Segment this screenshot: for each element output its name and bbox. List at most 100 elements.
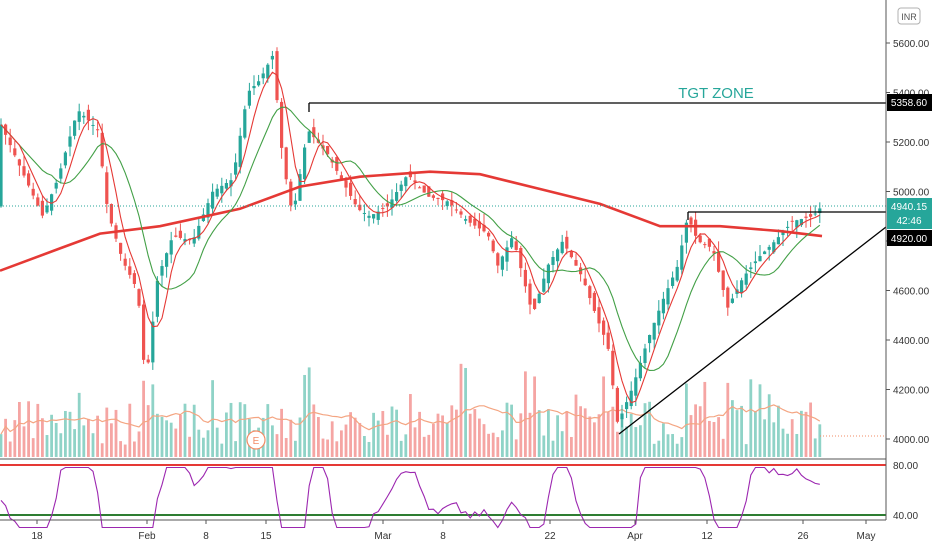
candle-body	[813, 213, 817, 215]
volume-bar	[275, 434, 279, 457]
volume-bar	[717, 417, 720, 457]
candle-body	[542, 278, 546, 292]
volume-bar	[519, 413, 523, 457]
bar-countdown-text: 42:46	[896, 216, 921, 227]
earnings-marker[interactable]: E	[246, 430, 266, 450]
volume-bar	[551, 440, 555, 457]
volume-bar	[588, 416, 592, 457]
price-tick-label: 5000.00	[893, 188, 930, 199]
candle-body	[137, 289, 141, 306]
candle-body	[335, 157, 339, 171]
candle-body	[602, 320, 606, 335]
candle-body	[510, 238, 514, 248]
candle-body	[753, 261, 757, 264]
volume-bar	[100, 443, 104, 457]
volume-bar	[427, 434, 431, 457]
candle-body	[565, 236, 569, 249]
volume-bar	[482, 424, 486, 457]
candle-body	[17, 159, 21, 166]
volume-bar	[123, 444, 127, 457]
candle-body	[372, 214, 376, 219]
rsi-tick-label: 40.00	[893, 511, 918, 522]
candle-body	[284, 147, 288, 180]
current-price-text: 4940.15	[891, 202, 928, 213]
candle-body	[749, 267, 753, 270]
current-price-label: 4940.15 42:46	[887, 198, 932, 229]
volume-bar	[602, 376, 605, 457]
volume-bar	[583, 408, 587, 457]
candle-body	[303, 147, 307, 180]
volume-bar	[206, 430, 210, 457]
volume-bar	[524, 371, 527, 457]
price-tick-label: 5200.00	[893, 138, 930, 149]
candle-body	[643, 348, 647, 364]
candle-body	[77, 111, 81, 122]
candle-body	[611, 350, 615, 386]
candle-body	[657, 310, 661, 326]
rsi-line	[0, 466, 820, 529]
currency-badge[interactable]: INR	[897, 7, 921, 25]
candle-body	[86, 109, 90, 121]
volume-bar	[491, 432, 495, 457]
volume-bar	[473, 409, 477, 457]
volume-bar	[487, 433, 490, 457]
volume-bar	[133, 441, 136, 457]
candle-body	[326, 145, 330, 155]
price-tick-label: 4000.00	[893, 435, 930, 446]
volume-bar	[4, 418, 7, 457]
volume-bar	[432, 423, 435, 457]
candle-body	[293, 200, 297, 205]
ascending-trendline[interactable]	[618, 226, 887, 435]
candle-body	[197, 225, 201, 239]
volume-bar	[496, 437, 500, 457]
volume-bar	[763, 419, 766, 457]
volume-bar	[326, 439, 329, 457]
time-tick-label: 8	[203, 531, 209, 542]
rsi-axis-ticks: 80.00 40.00	[893, 461, 918, 522]
volume-bar	[680, 437, 684, 457]
volume-bar	[280, 408, 283, 457]
volume-bar	[441, 415, 444, 457]
candle-body	[109, 204, 113, 224]
candle-body	[818, 208, 822, 214]
candle-body	[362, 212, 366, 214]
volume-bar	[542, 435, 546, 457]
candle-body	[786, 226, 790, 228]
volume-bar	[666, 434, 670, 457]
candle-body	[381, 208, 385, 210]
volume-bar	[786, 433, 789, 457]
price-tick-label: 4600.00	[893, 287, 930, 298]
candle-body	[689, 217, 693, 225]
candle-body	[491, 240, 495, 252]
candle-body	[119, 242, 123, 254]
time-axis[interactable]: 18 Feb 8 15 Mar 8 22 Apr 12 26 May	[31, 520, 875, 542]
candle-body	[615, 387, 619, 422]
candle-body	[68, 136, 72, 147]
volume-bar	[560, 431, 564, 457]
volume-bar	[31, 438, 35, 457]
volume-bar	[390, 406, 394, 457]
volume-bar	[758, 384, 762, 457]
volume-bar	[800, 410, 803, 457]
volume-bars	[0, 363, 822, 457]
volume-bar	[77, 392, 81, 457]
candle-body	[717, 251, 721, 272]
volume-bar	[514, 439, 518, 457]
volume-bar	[409, 394, 412, 457]
candle-body	[50, 194, 54, 211]
volume-bar	[570, 436, 573, 457]
candle-body	[234, 162, 238, 175]
ma-mid-line	[0, 106, 821, 371]
volume-bar	[510, 404, 513, 457]
volume-bar	[298, 417, 302, 457]
volume-bar	[358, 422, 362, 457]
volume-bar	[151, 384, 155, 457]
volume-bar	[64, 410, 67, 457]
volume-bar	[165, 420, 168, 457]
candle-body	[376, 211, 380, 220]
volume-bar	[648, 401, 651, 457]
volume-bar	[478, 418, 481, 457]
candle-body	[546, 264, 550, 284]
price-axis-panel[interactable]	[886, 0, 932, 550]
